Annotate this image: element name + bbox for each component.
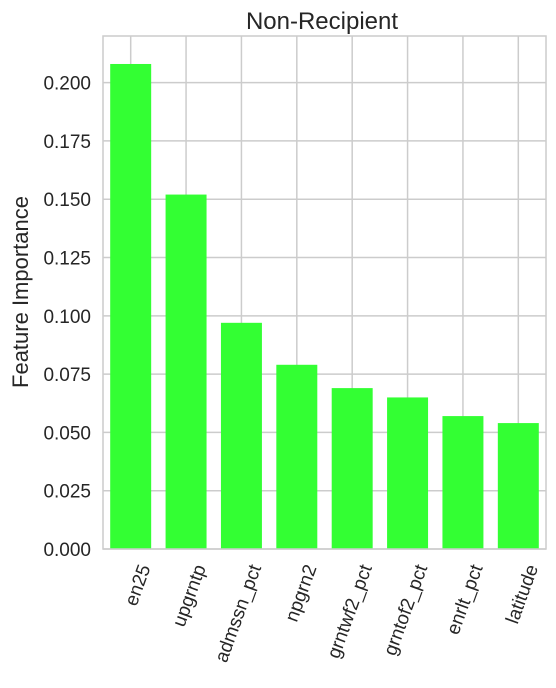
y-axis-label: Feature Importance xyxy=(8,196,33,388)
y-tick-label: 0.125 xyxy=(43,249,91,270)
bar-admssn_pct xyxy=(220,322,262,549)
y-tick-label: 0.175 xyxy=(43,132,91,153)
bars xyxy=(110,63,539,550)
y-tick-labels: 0.000 0.025 0.050 0.075 0.100 0.125 0.150 0.175… xyxy=(43,74,91,561)
bar-grntof2_pct xyxy=(387,397,429,549)
bar-latitude xyxy=(497,423,539,549)
y-tick-label: 0.000 xyxy=(43,540,91,561)
bar-en25 xyxy=(110,63,152,550)
bar-npgrn2 xyxy=(276,364,318,549)
plot-frame xyxy=(102,35,547,550)
bar-upgrntp xyxy=(165,194,207,549)
chart-title: Non-Recipient xyxy=(246,8,398,35)
bar-enrlt_pct xyxy=(442,416,484,549)
y-tick-label: 0.200 xyxy=(43,74,91,95)
y-tick-label: 0.100 xyxy=(43,307,91,328)
bar-grntwf2_pct xyxy=(331,388,373,549)
y-tick-label: 0.050 xyxy=(43,423,91,444)
y-tick-label: 0.075 xyxy=(43,365,91,386)
y-tick-label: 0.025 xyxy=(43,482,91,503)
y-tick-label: 0.150 xyxy=(43,190,91,211)
